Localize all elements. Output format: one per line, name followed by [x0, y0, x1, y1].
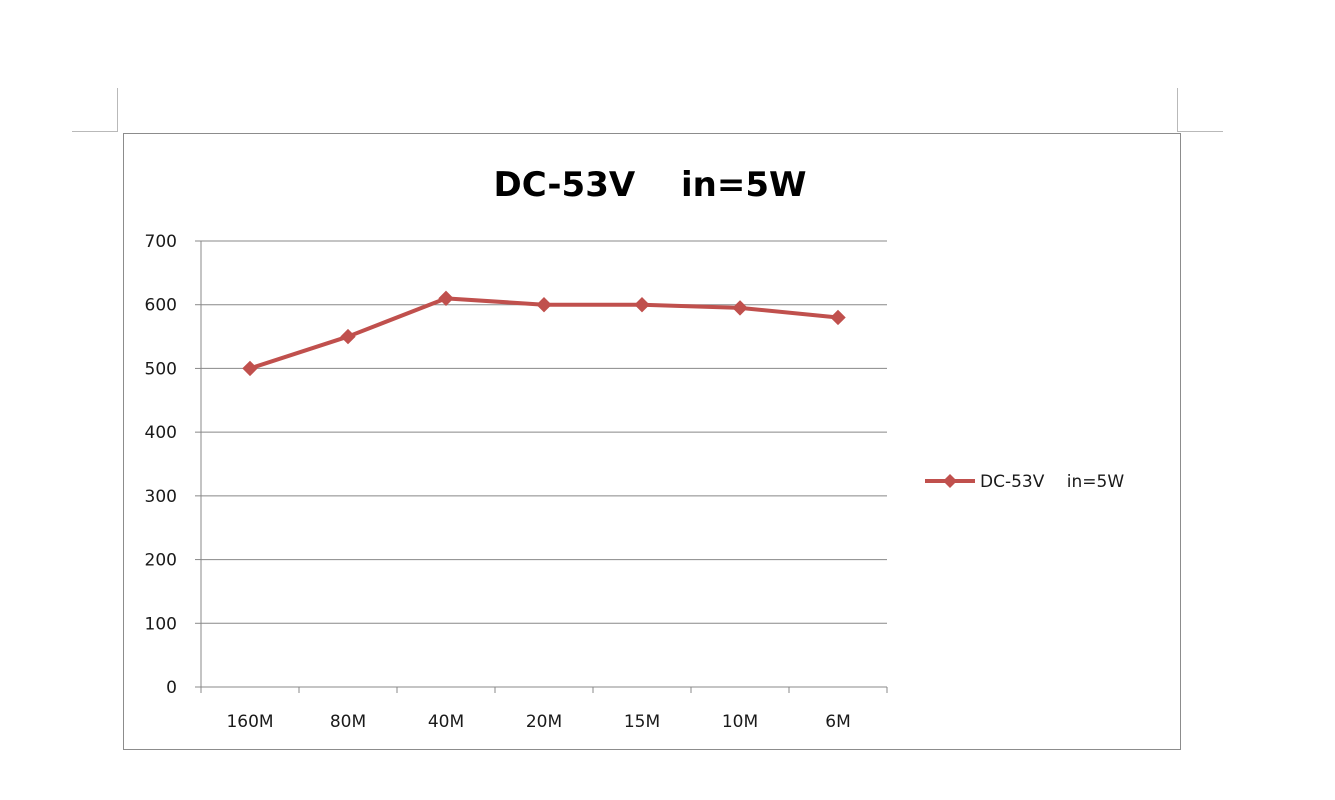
data-point-20M[interactable]: [536, 297, 552, 313]
chart-area[interactable]: [123, 133, 1181, 750]
y-tick-label: 600: [145, 296, 177, 316]
data-point-80M[interactable]: [340, 328, 356, 345]
legend-marker: [943, 474, 957, 488]
x-tick-label: 80M: [330, 712, 366, 732]
data-point-10M[interactable]: [732, 300, 748, 316]
y-tick-label: 100: [145, 614, 177, 634]
y-tick-label: 200: [145, 551, 177, 571]
y-axis-tick-labels: 0 100 200 300 400 500 600 700: [145, 232, 177, 698]
x-axis-tick-labels: 160M 80M 40M 20M 15M 10M 6M: [226, 712, 850, 732]
x-tick-label: 6M: [825, 712, 850, 732]
crop-mark-right-vertical: [1177, 88, 1178, 132]
data-point-160M[interactable]: [242, 360, 258, 377]
axes: [195, 240, 888, 693]
legend-label: DC-53V in=5W: [980, 472, 1124, 492]
crop-mark-left-horizontal: [72, 131, 118, 132]
y-tick-label: 400: [145, 423, 177, 443]
x-tick-label: 10M: [722, 712, 758, 732]
y-tick-label: 500: [145, 359, 177, 379]
data-point-40M[interactable]: [438, 290, 454, 307]
y-tick-label: 300: [145, 487, 177, 507]
y-tick-label: 0: [166, 678, 177, 698]
crop-mark-right-horizontal: [1177, 131, 1223, 132]
chart-title: DC-53V in=5W: [493, 165, 806, 205]
x-tick-label: 20M: [526, 712, 562, 732]
data-point-6M[interactable]: [830, 309, 846, 326]
crop-mark-left-vertical: [117, 88, 118, 132]
legend[interactable]: DC-53V in=5W: [925, 472, 1124, 492]
series-layer: [242, 290, 846, 377]
y-tick-label: 700: [145, 232, 177, 252]
x-tick-label: 40M: [428, 712, 464, 732]
data-point-15M[interactable]: [634, 297, 650, 313]
x-tick-label: 15M: [624, 712, 660, 732]
x-tick-label: 160M: [226, 712, 273, 732]
